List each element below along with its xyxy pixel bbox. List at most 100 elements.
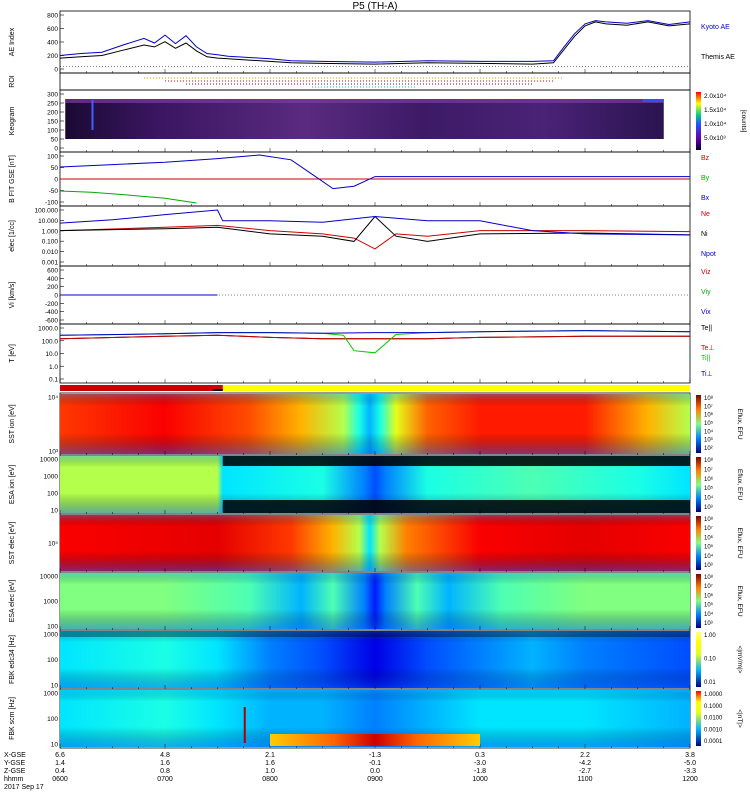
- axis-row-value: -4.2: [579, 760, 591, 767]
- esa-elec-energy-shading: [60, 573, 690, 629]
- fbk-edc34-colorbar-tick: 0.10: [704, 657, 716, 663]
- keogram-colorbar-tick: 2.0x10⁴: [704, 93, 727, 100]
- esa-ion-ytick-tick-label: 10000: [40, 457, 58, 464]
- fbk-scm-ytick-tick-label: 10: [51, 742, 59, 749]
- velocity-ytick-tick-label: -600: [45, 318, 58, 325]
- fbk-scm-colorbar: [696, 691, 701, 746]
- esa-elec-ytick-tick-label: 100: [47, 624, 58, 631]
- sst-ion-ytick-tick-label: 10⁴: [48, 395, 58, 402]
- temperature-series-te-: [59, 334, 690, 340]
- esa-ion-ytick-tick-label: 100: [47, 491, 58, 498]
- fbk-scm-colorbar-tick: 0.0001: [704, 739, 723, 745]
- sst-elec-ylabel: SST elec [eV]: [9, 522, 16, 565]
- temperature-legend-entry: Te||: [701, 325, 712, 332]
- axis-row-value: 1.4: [55, 760, 65, 767]
- keogram-colorbar: [696, 92, 701, 150]
- bfield-legend-bx: Bx: [701, 195, 710, 202]
- fbk-edc34-colorbar-tick: 1.00: [704, 633, 716, 639]
- keogram-ytick-tick-label: 0: [54, 146, 58, 153]
- axis-row-value: 6.6: [55, 752, 65, 759]
- axis-row-label: X-GSE: [4, 752, 26, 759]
- bfield-series-bx: [59, 154, 690, 190]
- sst-ion-colorbar-tick: 10⁵: [704, 420, 714, 427]
- density-panel-frame: [59, 205, 691, 267]
- fbk-edc34-colorbar: [696, 632, 701, 687]
- sst-elec-colorbar-tick: 10⁶: [704, 534, 714, 541]
- velocity-ytick-tick-label: -200: [45, 301, 58, 308]
- keogram-ylabel: Keogram: [9, 107, 16, 136]
- sst-ion-colorbar-label: Eflux, EFU: [736, 408, 743, 439]
- temperature-legend-entry: Ti⊥: [701, 371, 713, 378]
- axis-row-value: 3.8: [685, 752, 695, 759]
- bfield-ylabel: B FIT GSE [nT]: [9, 155, 16, 203]
- temperature-series-ti-: [59, 330, 691, 336]
- axis-row-value: 0700: [157, 776, 173, 783]
- axis-row-value: 1.6: [160, 760, 170, 767]
- density-legend-ni: Ni: [701, 231, 708, 238]
- fbk-edc34-ylabel: FBK edc34 [Hz]: [9, 635, 16, 684]
- fbk-scm-ytick-tick-label: 100: [47, 716, 58, 723]
- esa-ion-colorbar-tick: 10⁴: [704, 495, 714, 502]
- sst-ion-colorbar-tick: 10⁷: [704, 403, 713, 410]
- velocity-legend-vix: Vix: [701, 309, 711, 316]
- esa-elec-colorbar-tick: 10⁶: [704, 592, 714, 599]
- ae-series-themis-ae: [59, 21, 691, 65]
- fbk-scm-colorbar-tick: 1.0000: [704, 692, 723, 698]
- keogram-ytick-tick-label: 50: [51, 137, 59, 144]
- fbk-edc34-top-band: [60, 631, 690, 637]
- bfield-ytick-tick-label: -50: [49, 188, 59, 195]
- axis-row-value: -1.8: [474, 768, 486, 775]
- velocity-legend-viz: Viz: [701, 269, 711, 276]
- axis-row-value: 0.0: [370, 768, 380, 775]
- fbk-scm-ylabel: FBK scm [Hz]: [9, 697, 16, 740]
- sst-elec-colorbar-tick: 10⁷: [704, 525, 713, 532]
- temperature-ytick-tick-label: 0.1: [49, 377, 58, 384]
- bfield-ytick-tick-label: -100: [45, 200, 58, 207]
- esa-elec-ytick-tick-label: 10000: [40, 574, 58, 581]
- axis-row-value: 2.2: [580, 752, 590, 759]
- bfield-legend-bz: Bz: [701, 155, 710, 162]
- sst-elec-colorbar-tick: 10⁴: [704, 553, 714, 560]
- ae-ytick-tick-label: 600: [47, 26, 58, 33]
- velocity-ytick-tick-label: 200: [47, 284, 58, 291]
- keogram-bright-edge: [642, 99, 664, 102]
- density-ytick-tick-label: 0.010: [42, 249, 59, 256]
- esa-elec-colorbar-tick: 10³: [704, 621, 713, 627]
- density-series-npot: [59, 209, 691, 236]
- esa-elec-colorbar-label: Eflux, EFU: [736, 585, 743, 616]
- sst-ion-colorbar-tick: 10³: [704, 438, 713, 444]
- axis-row-value: 1.6: [265, 760, 275, 767]
- axis-row-value: -3.0: [474, 760, 486, 767]
- bfield-ytick-tick-label: 100: [47, 154, 58, 161]
- sst-ion-colorbar-tick: 10⁶: [704, 412, 714, 419]
- temperature-ytick-tick-label: 1000.0: [38, 326, 58, 333]
- axis-row-label: Y-GSE: [4, 760, 25, 767]
- density-legend-ne: Ne: [701, 211, 710, 218]
- density-ytick-tick-label: 0.100: [42, 239, 59, 246]
- ae-series-kyoto-ae: [59, 20, 691, 63]
- bfield-legend-by: By: [701, 175, 710, 182]
- density-ylabel: elec [1/cc]: [9, 220, 16, 252]
- fbk-edc34-energy-shading: [60, 631, 690, 688]
- bfield-ytick-tick-label: 0: [54, 177, 58, 184]
- keogram-ytick-tick-label: 100: [47, 128, 58, 135]
- esa-ion-colorbar-tick: 10⁸: [704, 457, 714, 464]
- axis-row-value: 0600: [52, 776, 68, 783]
- velocity-ytick-tick-label: -400: [45, 309, 58, 316]
- axis-row-label: Z-GSE: [4, 768, 26, 775]
- axis-row-value: 4.8: [160, 752, 170, 759]
- status-bar-mark: [212, 389, 223, 391]
- status-bar-yellow: [60, 385, 690, 391]
- density-series-ne: [59, 224, 691, 250]
- axis-row-value: 0.4: [55, 768, 65, 775]
- esa-ion-ylabel: ESA ion [eV]: [9, 465, 16, 504]
- density-ytick-tick-label: 1.000: [42, 228, 59, 235]
- keogram-image: [65, 99, 664, 139]
- axis-row-value: 1100: [577, 776, 592, 783]
- density-legend-npot: Npot: [701, 251, 716, 258]
- sst-ion-colorbar-tick: 10⁴: [704, 428, 714, 435]
- esa-ion-noise-top: [222, 456, 690, 466]
- density-series-ni: [59, 215, 691, 242]
- ae-legend-themis: Themis AE: [701, 54, 735, 61]
